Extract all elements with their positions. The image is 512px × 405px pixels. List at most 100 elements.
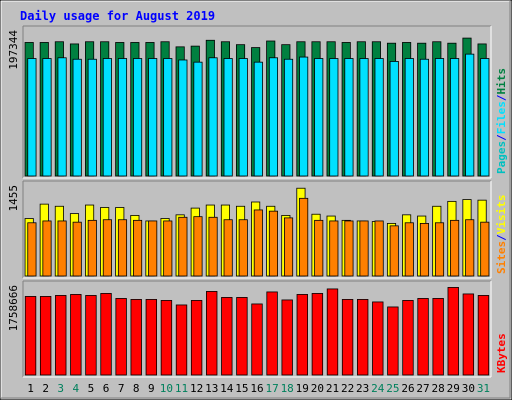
legend-separator: / xyxy=(495,94,508,101)
bar-files-day-20 xyxy=(314,58,324,177)
bar-files-day-1 xyxy=(27,58,37,177)
x-tick-label-day-12: 12 xyxy=(190,382,203,395)
bar-sites-day-9 xyxy=(148,220,158,277)
bar-kbytes-day-22 xyxy=(341,299,354,376)
x-tick-label-day-29: 29 xyxy=(447,382,460,395)
bar-files-day-19 xyxy=(299,56,309,177)
bar-kbytes-day-5 xyxy=(85,295,97,376)
x-tick-label-day-25: 25 xyxy=(386,382,399,395)
bar-files-day-23 xyxy=(359,58,369,177)
bar-kbytes-day-28 xyxy=(432,298,444,376)
x-tick-label-day-13: 13 xyxy=(205,382,218,395)
bar-sites-day-28 xyxy=(434,222,445,277)
y-tick-label-kbytes: 1758666 xyxy=(7,285,20,331)
bar-kbytes-day-31 xyxy=(477,295,490,376)
legend-kbytes: KBytes xyxy=(495,333,508,373)
x-tick-label-day-22: 22 xyxy=(341,382,354,395)
x-tick-label-day-21: 21 xyxy=(326,382,339,395)
bar-kbytes-day-30 xyxy=(462,293,475,376)
bar-sites-day-21 xyxy=(329,220,339,277)
legend-visits-sites: Sites/Visits xyxy=(495,195,508,275)
bar-files-day-4 xyxy=(72,58,82,177)
bar-kbytes-day-6 xyxy=(100,293,112,376)
x-tick-label-day-1: 1 xyxy=(27,382,34,395)
x-tick-label-day-27: 27 xyxy=(416,382,429,395)
x-tick-label-day-4: 4 xyxy=(73,382,80,395)
bar-sites-day-30 xyxy=(465,219,475,277)
x-tick-label-day-2: 2 xyxy=(42,382,49,395)
bar-files-day-18 xyxy=(283,58,294,177)
bar-sites-day-11 xyxy=(178,216,188,277)
y-tick-label-hits-files-pages: 197344 xyxy=(7,30,20,70)
bar-files-day-2 xyxy=(42,58,52,177)
bar-files-day-15 xyxy=(238,58,248,177)
bar-files-day-9 xyxy=(148,58,158,177)
bar-kbytes-day-3 xyxy=(55,295,67,376)
panel-kbytes: 1758666 KBytes xyxy=(7,280,508,378)
bar-sites-day-2 xyxy=(42,220,52,277)
bar-files-day-3 xyxy=(57,57,67,177)
x-tick-label-day-3: 3 xyxy=(57,382,64,395)
x-tick-label-day-23: 23 xyxy=(356,382,369,395)
x-tick-label-day-31: 31 xyxy=(477,382,490,395)
legend-item-pages: Pages xyxy=(495,141,508,174)
bar-kbytes-day-17 xyxy=(266,291,278,376)
bar-files-day-17 xyxy=(268,57,278,177)
x-axis-day-labels: 1 2 3 4 5 6 7 8 9 10 11 12 13 14 15 16 17 18 19 20 21 22 23 24 2… xyxy=(27,382,490,395)
bar-kbytes-day-9 xyxy=(145,299,158,376)
bar-kbytes-day-4 xyxy=(70,294,82,376)
bar-sites-day-24 xyxy=(374,220,384,277)
x-tick-label-day-26: 26 xyxy=(401,382,414,395)
x-tick-label-day-5: 5 xyxy=(88,382,95,395)
x-tick-label-day-30: 30 xyxy=(462,382,475,395)
x-tick-label-day-16: 16 xyxy=(250,382,263,395)
bar-sites-day-14 xyxy=(223,219,233,277)
bar-files-day-29 xyxy=(450,58,460,177)
bar-files-day-13 xyxy=(208,57,218,177)
bar-files-day-6 xyxy=(102,58,112,177)
bar-sites-day-29 xyxy=(450,219,460,277)
bar-files-day-12 xyxy=(193,61,203,177)
bar-kbytes-day-1 xyxy=(24,296,37,376)
bar-kbytes-day-2 xyxy=(39,296,52,376)
bar-kbytes-day-7 xyxy=(115,298,127,376)
bar-files-day-7 xyxy=(117,58,128,177)
bar-sites-day-16 xyxy=(253,209,263,277)
bar-sites-day-20 xyxy=(314,219,324,277)
bar-kbytes-day-15 xyxy=(236,297,248,376)
bar-sites-day-17 xyxy=(268,210,278,277)
bar-kbytes-day-14 xyxy=(221,297,233,376)
legend-item-files: Files xyxy=(495,101,508,134)
x-tick-label-day-14: 14 xyxy=(220,382,234,395)
bar-files-day-10 xyxy=(163,58,173,177)
panel-visits-sites: 1455 Sites/Visits xyxy=(7,180,508,279)
x-tick-label-day-6: 6 xyxy=(103,382,110,395)
legend-separator: / xyxy=(495,134,508,141)
bar-sites-day-3 xyxy=(57,220,67,277)
bar-kbytes-day-20 xyxy=(311,293,324,376)
bar-files-day-8 xyxy=(133,58,143,177)
bar-kbytes-day-21 xyxy=(326,288,339,376)
bar-sites-day-31 xyxy=(480,221,490,277)
bar-kbytes-day-8 xyxy=(130,299,142,376)
x-tick-label-day-20: 20 xyxy=(311,382,324,395)
bar-kbytes-day-24 xyxy=(372,301,384,376)
bar-files-day-16 xyxy=(253,61,263,177)
bar-kbytes-day-25 xyxy=(387,306,399,376)
x-tick-label-day-17: 17 xyxy=(265,382,278,395)
legend-item-visits: Visits xyxy=(495,195,508,235)
x-tick-label-day-19: 19 xyxy=(296,382,309,395)
bar-kbytes-day-23 xyxy=(356,299,369,376)
bar-kbytes-day-27 xyxy=(417,298,429,376)
bar-files-day-11 xyxy=(178,59,188,177)
bar-sites-day-27 xyxy=(419,222,429,277)
bar-kbytes-day-16 xyxy=(251,303,263,376)
legend-item-sites: Sites xyxy=(495,241,508,274)
legend-item-hits: Hits xyxy=(495,68,508,95)
bar-kbytes-day-13 xyxy=(206,291,218,376)
bar-sites-day-18 xyxy=(283,217,294,277)
bar-sites-day-6 xyxy=(102,219,112,277)
bar-sites-day-23 xyxy=(359,220,369,277)
